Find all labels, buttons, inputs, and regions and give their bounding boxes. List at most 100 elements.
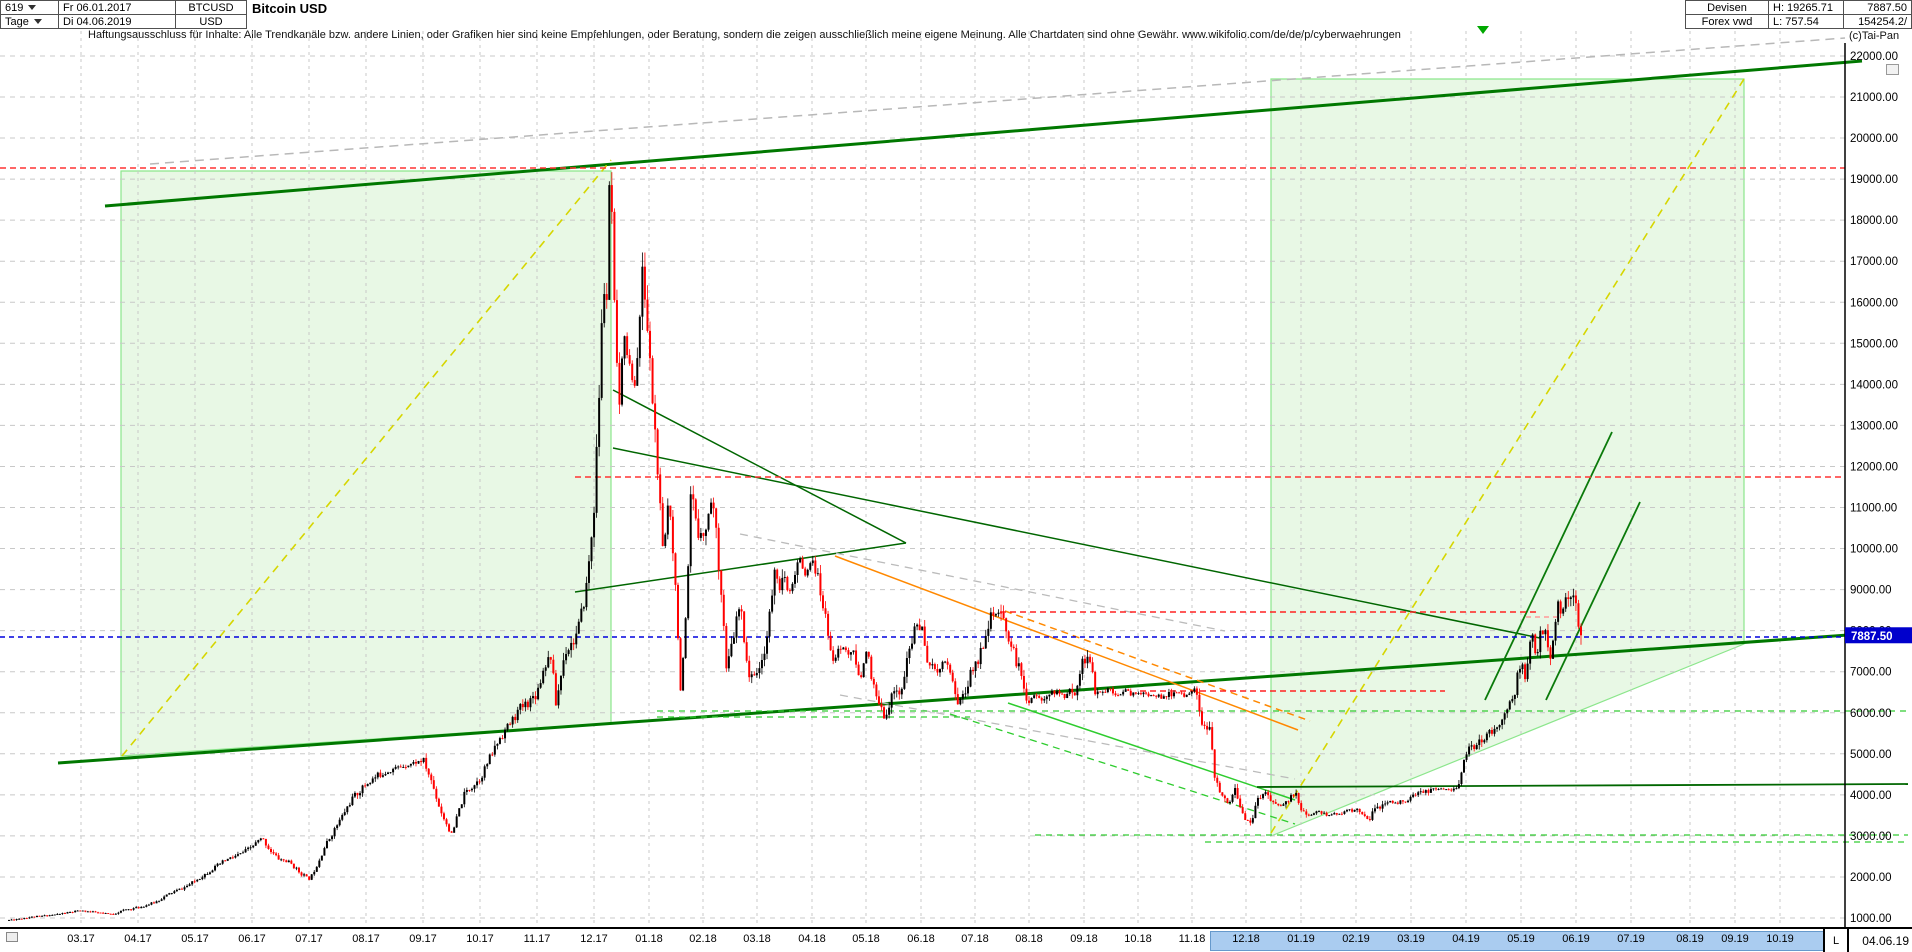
candlestick-chart-canvas[interactable]: 1000.00 2000.00 3000.00 4000.00 5000.00 6000.… [0,0,1912,930]
price-axis-label: 15000.00 [1850,338,1898,350]
feed-name-label: Devisen [1707,1,1747,14]
price-axis-label: 20000.00 [1850,133,1898,145]
x-axis-label: 07.17 [295,933,323,945]
price-axis-label: 6000.00 [1850,708,1892,720]
wedge-lower [574,542,907,593]
last-price-label: 7887.50 [1867,1,1907,14]
chevron-down-icon [33,19,42,24]
current-date-marker-icon [1477,26,1489,34]
x-axis-label: 01.19 [1287,933,1315,945]
statusbar-date-label: 04.06.19 [1862,933,1909,948]
low-label: L: 757.54 [1773,15,1819,28]
last-price-tag: 7887.50 [1845,627,1912,644]
downtrend-long [612,447,1541,639]
price-axis-label: 10000.00 [1850,544,1898,556]
currency-cell: USD [175,14,247,29]
price-axis-label: 18000.00 [1850,215,1898,227]
start-date-field[interactable]: Fr 06.01.2017 [58,0,176,15]
x-axis-label: 03.19 [1397,933,1425,945]
gray-fan-long [149,37,1846,165]
x-axis-label: 06.17 [238,933,266,945]
x-axis-label: 11.17 [523,933,551,945]
bars-count-label: 619 [5,1,24,14]
volume-label: 154254.2/ [1858,15,1907,28]
resize-grip-icon[interactable] [1886,64,1899,75]
orange-trend-dashed [1004,610,1311,722]
x-axis-label: 09.19 [1721,933,1749,945]
grid-lines [0,31,1845,925]
start-date-label: Fr 06.01.2017 [63,1,132,14]
volume-cell: 154254.2/ [1843,14,1912,29]
price-axis-label: 22000.00 [1850,51,1898,63]
green-mid-dashed [949,713,1296,825]
price-axis-label: 16000.00 [1850,297,1898,309]
x-axis-label: 02.19 [1342,933,1370,945]
price-axis-label: 2000.00 [1850,872,1892,884]
x-axis-label: 10.18 [1124,933,1152,945]
x-axis-label: 09.18 [1070,933,1098,945]
x-axis-label: 05.19 [1507,933,1535,945]
price-axis-label: 11000.00 [1850,503,1897,515]
x-axis-label: 03.17 [67,933,95,945]
high-cell: H: 19265.71 [1768,0,1844,15]
x-axis-label: 12.18 [1232,933,1260,945]
trend-lines [57,37,1909,843]
page-title: Bitcoin USD [252,1,328,16]
price-axis-label: 14000.00 [1850,379,1898,391]
price-axis-label: 4000.00 [1850,790,1892,802]
x-axis-label: 03.18 [743,933,771,945]
x-axis-label: 04.18 [798,933,826,945]
price-axis-label: 13000.00 [1850,420,1898,432]
date-scrollbar[interactable]: 03.17 04.17 05.17 06.17 07.17 08.17 09.17 10.17… [0,927,1912,952]
x-axis-label: 05.18 [852,933,880,945]
chevron-down-icon [28,5,37,10]
disclaimer-text: Haftungsausschluss für Inhalte: Alle Tre… [88,29,1401,41]
period-label: Tage [5,15,29,28]
symbol-label: BTCUSD [188,1,234,14]
low-cell: L: 757.54 [1768,14,1844,29]
trend-boxes [120,78,1745,837]
price-axis-label: 5000.00 [1850,749,1892,761]
statusbar-date: 04.06.19 [1847,929,1912,952]
x-axis-label: 01.18 [635,933,663,945]
x-axis-label: 10.19 [1766,933,1794,945]
candles [8,172,1582,921]
trend-box-2019 [1270,78,1745,837]
gray-mid-lower [839,694,1296,780]
price-axis-label: 17000.00 [1850,256,1898,268]
scroll-left-icon[interactable] [6,932,18,942]
orange-trend-solid [834,555,1299,731]
x-axis-label: 02.18 [689,933,717,945]
green-mid-solid [1007,702,1296,801]
steep-channel-b [1545,501,1641,701]
gray-mid-upper [739,533,1226,632]
price-axis-label: 1000.00 [1850,913,1892,925]
x-axis-label: 10.17 [466,933,494,945]
last-price-tag-label: 7887.50 [1851,631,1893,643]
price-axis-label: 19000.00 [1850,174,1898,186]
end-date-field[interactable]: Di 04.06.2019 [58,14,176,29]
price-axis-label: 21000.00 [1850,92,1898,104]
x-axis-label: 11.18 [1178,933,1206,945]
level-lines [0,167,1845,692]
x-axis-label: 06.19 [1562,933,1590,945]
symbol-cell: BTCUSD [175,0,247,15]
channel-upper [104,59,1863,208]
end-date-label: Di 04.06.2019 [63,15,132,28]
copyright-label: (c)Tai-Pan [1849,30,1900,42]
green-level-4200 [1256,783,1909,788]
x-axis-label: 06.18 [907,933,935,945]
x-axis-label: 08.19 [1676,933,1704,945]
x-axis-label: 09.17 [409,933,437,945]
last-flag-label: L [1832,934,1840,947]
x-axis-label: 08.17 [352,933,380,945]
currency-label: USD [199,15,223,28]
last-flag-button[interactable]: L [1823,929,1849,952]
feed-source-cell: Forex vwd [1685,14,1769,29]
yellow-diag-2017 [121,159,612,757]
price-axis-label: 12000.00 [1850,461,1898,473]
x-axis-label: 04.19 [1452,933,1480,945]
x-axis-label: 08.18 [1015,933,1043,945]
price-axis: 1000.00 2000.00 3000.00 4000.00 5000.00 6000.… [1844,43,1898,927]
